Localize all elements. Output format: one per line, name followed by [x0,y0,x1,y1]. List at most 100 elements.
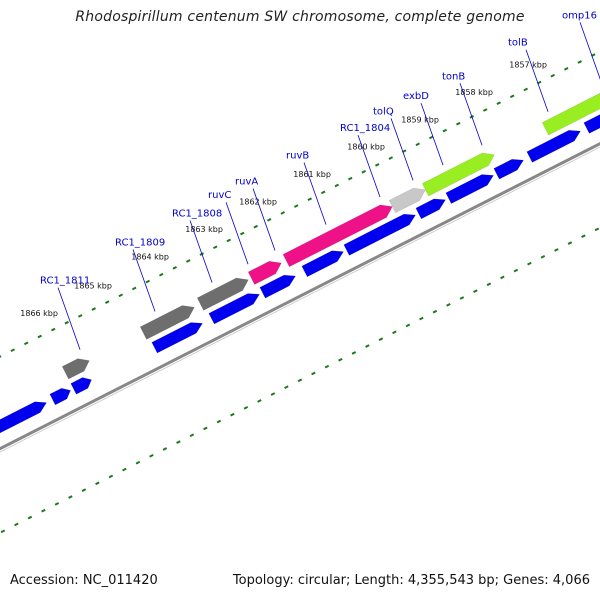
gene-ruva-group [282,200,396,268]
gene-label[interactable]: RC1_1809 [115,238,165,249]
cds-feature-arrow[interactable] [259,271,298,299]
accession-text: Accession: NC_011420 [10,573,158,588]
outer-tick-mark [563,67,569,71]
cds-feature-arrow-group [208,289,262,325]
gene-label[interactable]: exbD [403,91,429,102]
inner-tick-mark [297,378,303,383]
inner-tick-mark [27,515,33,520]
gene-label[interactable]: tolB [508,38,528,49]
gene-label[interactable]: omp16 [562,10,597,21]
inner-tick-mark [41,508,46,513]
gene-label-leader [303,162,327,225]
inner-tick-mark [581,234,586,239]
inner-tick-mark [284,385,289,390]
outer-tick-mark [577,60,582,64]
inner-tick-mark [189,433,195,438]
cds-feature-arrow[interactable] [151,318,205,354]
gene-tolq[interactable] [421,148,497,197]
cds-feature-arrow[interactable] [493,155,526,180]
backbone-layer [0,141,600,453]
inner-tick-mark [162,447,168,451]
outer-tick-mark [131,286,137,291]
cds-feature-arrow[interactable] [343,210,418,256]
inner-tick-mark [54,502,60,506]
inner-tick-mark [243,405,249,410]
gene-label[interactable]: RC1_1808 [172,209,222,220]
gene-rc1-1809-group [139,301,197,340]
outer-tick-mark [77,314,83,318]
gene-label[interactable]: tonB [442,71,465,82]
gene-ruvc[interactable] [247,257,284,285]
kbp-label: 1858 kbp [455,88,493,97]
cds-feature-arrow[interactable] [415,194,448,220]
gene-ruva[interactable] [282,200,396,268]
cds-feature-arrow-group [583,74,600,134]
gene-tolq-group [421,148,497,197]
gene-label[interactable]: ruvA [235,177,258,188]
outer-tick-mark [0,355,2,358]
outer-tick-mark [307,197,312,202]
outer-tick-mark [320,190,326,195]
inner-tick-mark [446,303,451,307]
inner-tick-mark [500,275,505,280]
cds-feature-arrow[interactable] [49,385,73,406]
inner-tick-mark [365,344,370,348]
cds-feature-arrow[interactable] [0,397,49,436]
gene-label-leader [525,49,549,112]
gene-label[interactable]: ruvB [286,151,309,162]
gene-label[interactable]: RC1_1811 [40,276,90,287]
kbp-label: 1865 kbp [74,281,112,290]
gene-label-leader [57,287,81,350]
cds-feature-arrow[interactable] [70,374,94,395]
topology-text: Topology: circular; Length: 4,355,543 bp… [232,573,590,588]
outer-tick-mark [104,300,110,304]
outer-tick-mark [10,348,15,352]
gene-label-leader [459,83,483,146]
outer-tick-mark [266,217,272,222]
gene-label-leader [579,22,600,80]
cds-feature-arrow[interactable] [301,246,346,278]
gene-label[interactable]: RC1_1804 [340,123,390,134]
inner-tick-mark [473,289,478,293]
outer-tick-mark [496,101,501,105]
outer-tick-mark [253,224,258,229]
outer-tick-mark [415,142,420,147]
gene-rc1-1804[interactable] [388,184,428,214]
gene-label[interactable]: ruvC [208,190,231,201]
cds-feature-arrow[interactable] [526,126,583,163]
inner-tick-mark [0,529,6,534]
gene-rc1-1808-group [196,274,251,311]
outer-tick-mark [509,94,515,99]
outer-tick-mark [334,183,339,188]
outer-tick-mark [550,73,555,78]
cds-feature-arrow-group [301,246,346,278]
outer-tick-mark [455,121,461,126]
inner-tick-mark [351,351,357,355]
inner-tick-mark [324,364,330,369]
inner-tick-mark [176,440,181,444]
kbp-label: 1857 kbp [509,60,547,69]
gene-label-leader [252,188,276,251]
gene-label-leader [189,220,213,283]
inner-tick-mark [432,309,438,314]
gene-rc1-1809[interactable] [139,301,197,340]
outer-tick-mark [374,163,380,167]
cds-feature-arrow[interactable] [445,170,496,204]
outer-tick-mark [226,238,231,243]
gene-tolb[interactable] [541,81,600,136]
gene-label-leader [357,135,381,198]
inner-tick-mark [513,268,519,273]
tick-layer [0,53,600,534]
gene-rc1-1811[interactable] [61,354,92,380]
kbp-label: 1860 kbp [347,143,385,152]
inner-tick-mark [216,419,222,424]
cds-feature-arrow-group [259,271,298,299]
cds-feature-arrow[interactable] [208,289,262,325]
gene-rc1-1808[interactable] [196,274,251,311]
cds-feature-arrow-group [70,374,94,395]
cds-feature-arrow[interactable] [583,74,600,134]
cds-feature-arrow-group [343,210,418,256]
gene-label[interactable]: tolQ [373,106,394,117]
outer-tick-mark [185,259,191,263]
